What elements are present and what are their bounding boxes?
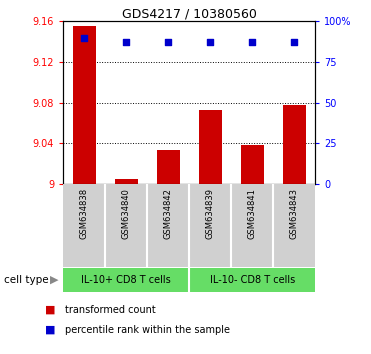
Point bbox=[165, 40, 171, 45]
Text: ■: ■ bbox=[45, 305, 55, 315]
Text: transformed count: transformed count bbox=[65, 305, 156, 315]
Bar bbox=[198, 110, 222, 184]
Text: ▶: ▶ bbox=[50, 275, 58, 285]
Text: cell type: cell type bbox=[4, 275, 48, 285]
Text: IL-10- CD8 T cells: IL-10- CD8 T cells bbox=[210, 275, 295, 285]
Point bbox=[249, 40, 255, 45]
Point bbox=[123, 40, 129, 45]
Bar bbox=[115, 179, 138, 184]
Text: IL-10+ CD8 T cells: IL-10+ CD8 T cells bbox=[81, 275, 171, 285]
Text: GSM634838: GSM634838 bbox=[80, 188, 89, 239]
Text: GSM634840: GSM634840 bbox=[122, 188, 131, 239]
Title: GDS4217 / 10380560: GDS4217 / 10380560 bbox=[122, 7, 257, 20]
Point bbox=[291, 40, 297, 45]
Bar bbox=[241, 145, 264, 184]
Text: GSM634842: GSM634842 bbox=[164, 188, 173, 239]
Text: GSM634841: GSM634841 bbox=[248, 188, 257, 239]
Point bbox=[81, 35, 87, 40]
Text: percentile rank within the sample: percentile rank within the sample bbox=[65, 325, 230, 335]
Point bbox=[207, 40, 213, 45]
Text: ■: ■ bbox=[45, 325, 55, 335]
Bar bbox=[283, 105, 306, 184]
Text: GSM634843: GSM634843 bbox=[290, 188, 299, 239]
Text: GSM634839: GSM634839 bbox=[206, 188, 215, 239]
Bar bbox=[157, 150, 180, 184]
Bar bbox=[73, 26, 96, 184]
